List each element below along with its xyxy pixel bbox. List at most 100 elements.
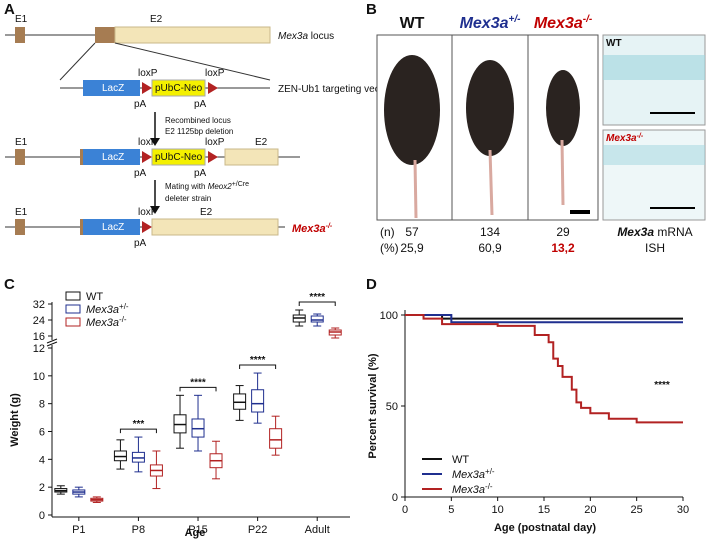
sig-label: **** [190,377,206,388]
y-axis-title: Percent survival (%) [367,353,379,458]
loxp-site [142,82,152,94]
y-tick-label: 0 [392,492,398,504]
panel-label: D [366,276,377,293]
loxp-label: loxP [138,207,158,218]
result-label: Mex3a-/- [292,223,333,235]
legend-name: Mex3a [86,304,119,316]
box [310,315,324,323]
lacz-box [83,219,140,235]
mouse-tail [560,139,565,206]
y-tick-label: 10 [33,371,45,383]
x-axis-title: Age (postnatal day) [494,522,596,534]
x-tick-label: 20 [584,504,596,516]
legend-label: WT [452,454,469,466]
legend-label: Mex3a-/- [86,315,127,329]
ish-label: Mex3a mRNA [617,225,692,239]
gene: Mex3a [534,15,583,32]
text: mRNA [654,225,693,239]
percent: 60,9 [478,241,502,255]
x-tick-label: Adult [305,524,330,536]
exon-label: E1 [15,14,28,25]
mouse-photo [384,55,440,165]
legend-name: WT [452,454,469,466]
gene: Mex3a [460,15,509,32]
mouse-tail [488,149,494,216]
sig-label: **** [250,355,266,366]
pa-label: pA [134,168,147,179]
loxp-site [208,151,218,163]
genotype-header: Mex3a+/- [460,14,522,32]
survival-curve [405,314,683,324]
x-tick-label: 10 [492,504,504,516]
count: 134 [480,225,500,239]
x-tick-label: 30 [677,504,689,516]
step-text: Mating with Meox2+/Cre [165,181,249,191]
inset-label: Mex3a-/- [606,133,644,144]
exon-label: E2 [255,137,268,148]
legend-name: Mex3a [452,469,485,481]
step-text: E2 1125bp deletion [165,127,233,136]
gene: Mex3a [292,223,326,235]
y-tick-label: 32 [33,299,45,311]
mouse-tail [413,159,418,219]
text: locus [308,31,334,42]
loxp-label: loxP [138,137,158,148]
arrow-head [150,138,160,146]
x-tick-label: 0 [402,504,408,516]
box-label: LacZ [102,83,124,94]
y-tick-label: 0 [39,510,45,522]
exon-box [224,148,279,166]
panel-a: A E1 E2 Mex3a locus LacZ pUbC-Neo loxP l… [4,1,392,249]
gene: Mex3a [617,225,654,239]
exon-box [114,26,271,44]
step-text: Recombined locus [165,116,231,125]
panel-label: A [4,1,15,18]
y-tick-label: 8 [39,399,45,411]
sig-label: *** [133,419,145,430]
superscript: +/- [508,14,521,25]
legend-name: WT [86,291,103,303]
exon-label: E1 [15,207,28,218]
x-tick-label: 25 [631,504,643,516]
y-tick-label: 50 [386,401,398,413]
legend-sup: -/- [485,482,493,491]
sig-bracket [179,386,217,392]
superscript: +/Cre [232,181,249,188]
legend-label: WT [86,291,103,303]
panel-b: B WT Mex3a+/- Mex3a-/- WT Mex3a-/- (n) (… [366,1,706,255]
mouse-photo [546,70,580,146]
superscript: -/- [637,133,644,140]
loxp-label: loxP [138,68,158,79]
axis-break [46,341,58,347]
annotation: **** [654,380,670,391]
sig-bracket [119,428,157,434]
y-tick-label: 12 [33,343,45,355]
connector [59,42,96,81]
exon-box [95,27,115,43]
legend-swatch [65,304,81,314]
genotype-header: WT [400,15,425,32]
lacz-box [83,149,140,165]
gene: Meox2 [208,182,233,191]
ish-stain [603,55,705,80]
exon-label: E1 [15,137,28,148]
lacz-box [83,80,140,96]
x-axis-title: Age [185,527,206,539]
count: 29 [556,225,570,239]
loxp-label: loxP [205,68,225,79]
ish-label: ISH [645,241,665,255]
y-tick-label: 24 [33,315,45,327]
x-tick-label: P1 [72,524,85,536]
sig-bracket [239,364,277,370]
locus-label: Mex3a locus [278,31,334,42]
superscript: -/- [583,14,593,25]
y-tick-label: 16 [33,331,45,343]
neo-box [151,148,206,166]
percent: 25,9 [400,241,424,255]
panel-d: D 0 50 100 0 5 10 15 20 25 30 Percent survival (%) A… [366,276,689,534]
legend-sup: -/- [119,315,127,324]
mouse-photo [466,60,514,156]
vector-label: ZEN-Ub1 targeting vector [278,84,392,95]
y-tick-label: 6 [39,427,45,439]
